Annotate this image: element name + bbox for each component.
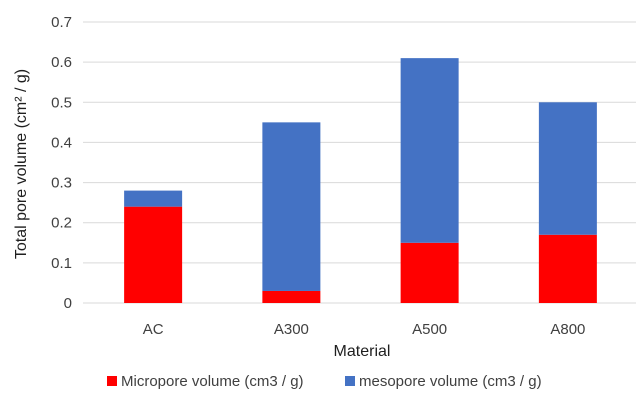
legend-label-mesopore: mesopore volume (cm3 / g) xyxy=(359,373,542,390)
y-tick-labels: 0 0.1 0.2 0.3 0.4 0.5 0.6 0.7 xyxy=(51,14,72,312)
y-tick-label: 0.3 xyxy=(51,175,72,192)
y-axis-title: Total pore volume (cm² / g) xyxy=(13,69,30,259)
x-tick-label-a300: A300 xyxy=(274,321,309,338)
bars xyxy=(124,58,597,303)
bar-mesopore-a300 xyxy=(262,122,321,291)
bar-micropore-a500 xyxy=(400,242,459,303)
legend-swatch-mesopore xyxy=(345,376,355,386)
x-tick-labels: AC A300 A500 A800 xyxy=(143,321,586,338)
legend: Micropore volume (cm3 / g) mesopore volum… xyxy=(107,373,542,390)
y-tick-label: 0 xyxy=(64,295,72,312)
bar-micropore-a300 xyxy=(262,290,321,303)
y-tick-label: 0.1 xyxy=(51,255,72,272)
bar-micropore-ac xyxy=(124,206,183,303)
legend-swatch-micropore xyxy=(107,376,117,386)
bar-mesopore-ac xyxy=(124,190,183,207)
y-tick-label: 0.5 xyxy=(51,94,72,111)
x-tick-label-ac: AC xyxy=(143,321,164,338)
y-tick-label: 0.4 xyxy=(51,134,72,151)
bar-micropore-a800 xyxy=(538,234,597,303)
legend-label-micropore: Micropore volume (cm3 / g) xyxy=(121,373,304,390)
x-axis-title: Material xyxy=(334,343,391,360)
bar-mesopore-a500 xyxy=(400,58,459,243)
x-tick-label-a500: A500 xyxy=(412,321,447,338)
y-tick-label: 0.6 xyxy=(51,54,72,71)
y-tick-label: 0.2 xyxy=(51,215,72,232)
bar-mesopore-a800 xyxy=(538,102,597,235)
x-tick-label-a800: A800 xyxy=(550,321,585,338)
y-tick-label: 0.7 xyxy=(51,14,72,31)
